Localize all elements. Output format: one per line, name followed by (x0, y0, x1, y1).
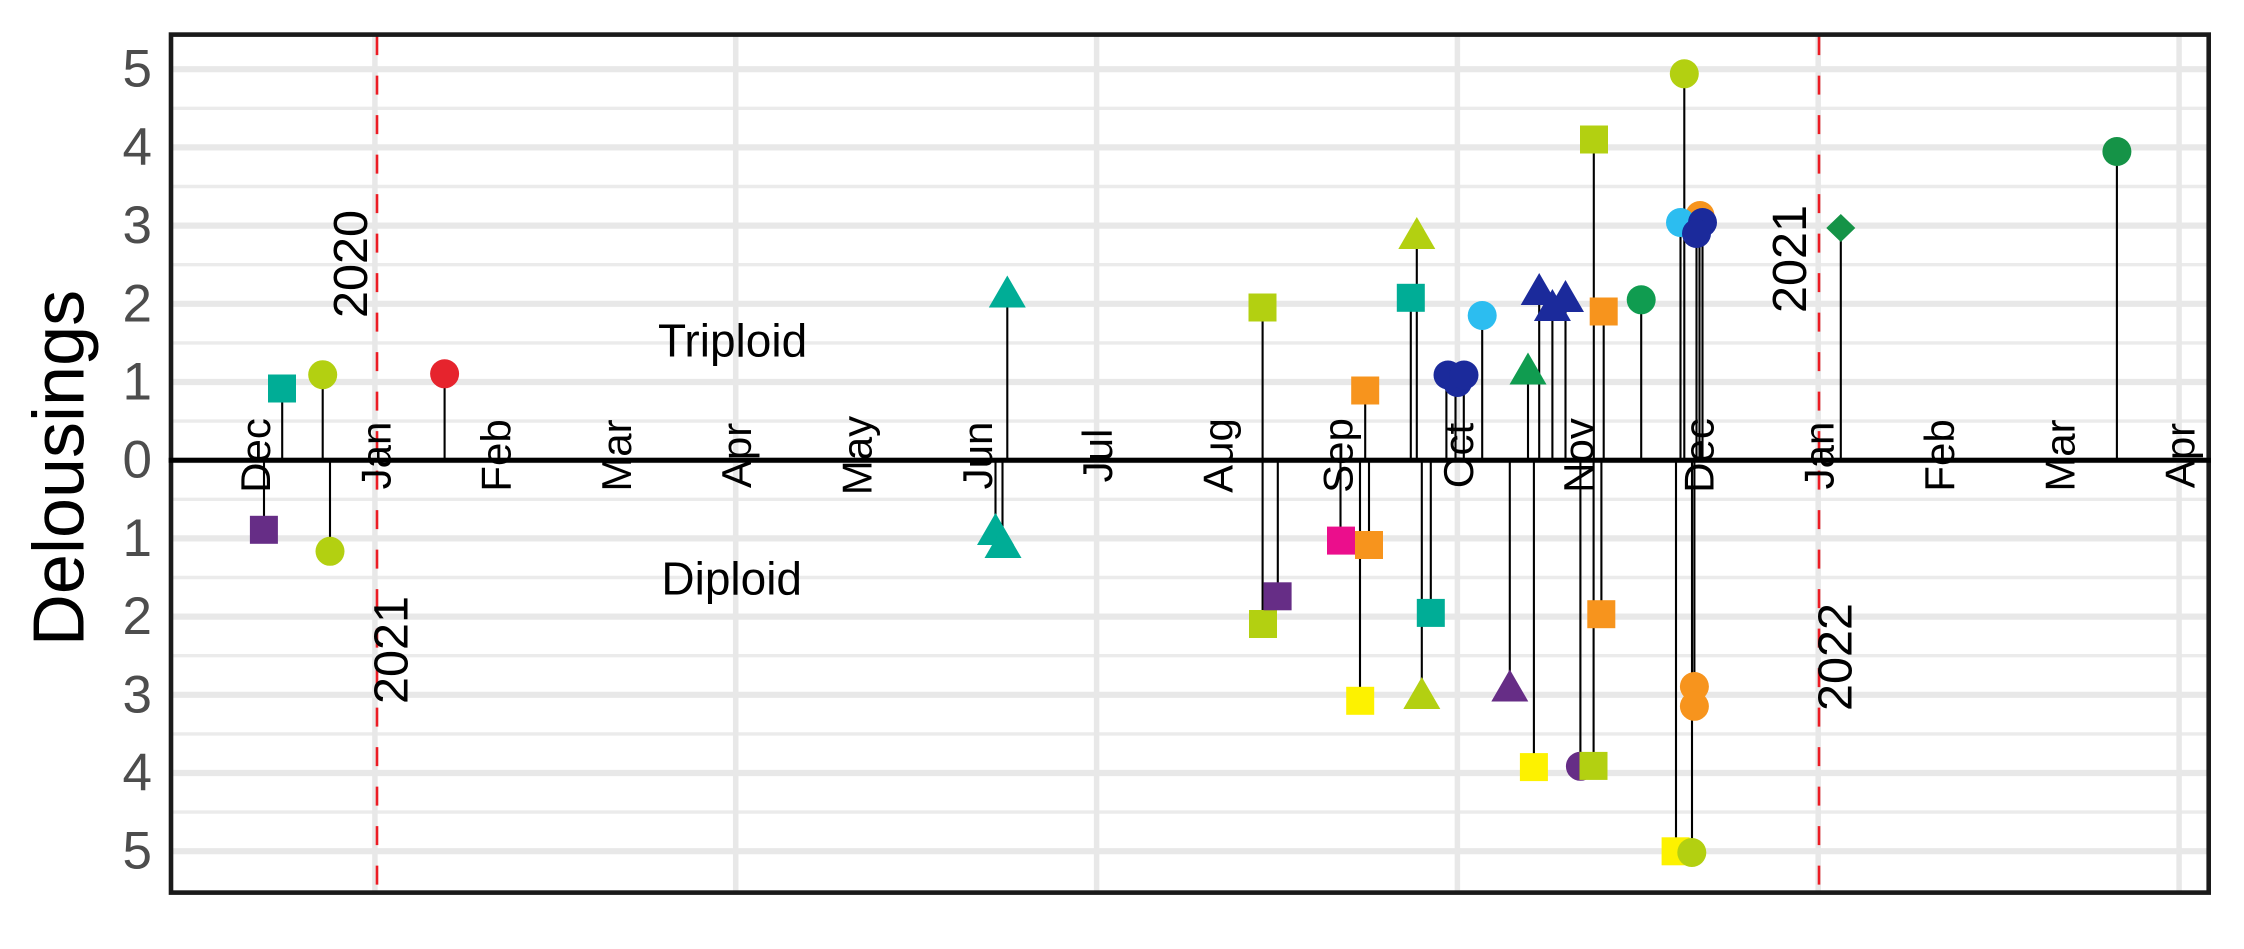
svg-text:1: 1 (123, 353, 152, 412)
svg-text:0: 0 (123, 431, 152, 490)
svg-text:Dec: Dec (1676, 418, 1723, 493)
svg-text:Mar: Mar (2036, 419, 2083, 491)
svg-text:4: 4 (123, 744, 152, 803)
svg-text:4: 4 (123, 118, 152, 177)
svg-text:Aug: Aug (1194, 418, 1241, 493)
svg-text:2022: 2022 (1809, 603, 1863, 711)
svg-text:5: 5 (123, 40, 152, 99)
svg-text:3: 3 (123, 665, 152, 724)
svg-text:Jun: Jun (954, 422, 1001, 490)
svg-text:2020: 2020 (324, 210, 378, 318)
svg-text:Jan: Jan (1796, 422, 1843, 490)
svg-text:Mar: Mar (593, 419, 640, 491)
svg-text:1: 1 (123, 509, 152, 568)
svg-text:Nov: Nov (1555, 418, 1602, 493)
svg-text:2021: 2021 (365, 596, 419, 704)
svg-text:Oct: Oct (1435, 423, 1482, 489)
svg-text:Jul: Jul (1074, 429, 1121, 483)
svg-text:2: 2 (123, 587, 152, 646)
svg-text:Feb: Feb (1916, 419, 1963, 491)
svg-text:2: 2 (123, 274, 152, 333)
svg-text:Apr: Apr (713, 423, 760, 488)
svg-text:Dec: Dec (232, 418, 279, 493)
svg-text:May: May (834, 416, 881, 495)
svg-text:Apr: Apr (2157, 423, 2204, 488)
svg-text:Jan: Jan (352, 422, 399, 490)
svg-text:5: 5 (123, 822, 152, 881)
svg-text:Diploid: Diploid (661, 553, 802, 605)
svg-text:2021: 2021 (1763, 205, 1817, 313)
svg-text:3: 3 (123, 196, 152, 255)
svg-text:Sep: Sep (1315, 418, 1362, 493)
svg-text:Feb: Feb (473, 419, 520, 491)
svg-text:Delousings: Delousings (20, 290, 100, 646)
svg-text:Triploid: Triploid (658, 315, 807, 367)
